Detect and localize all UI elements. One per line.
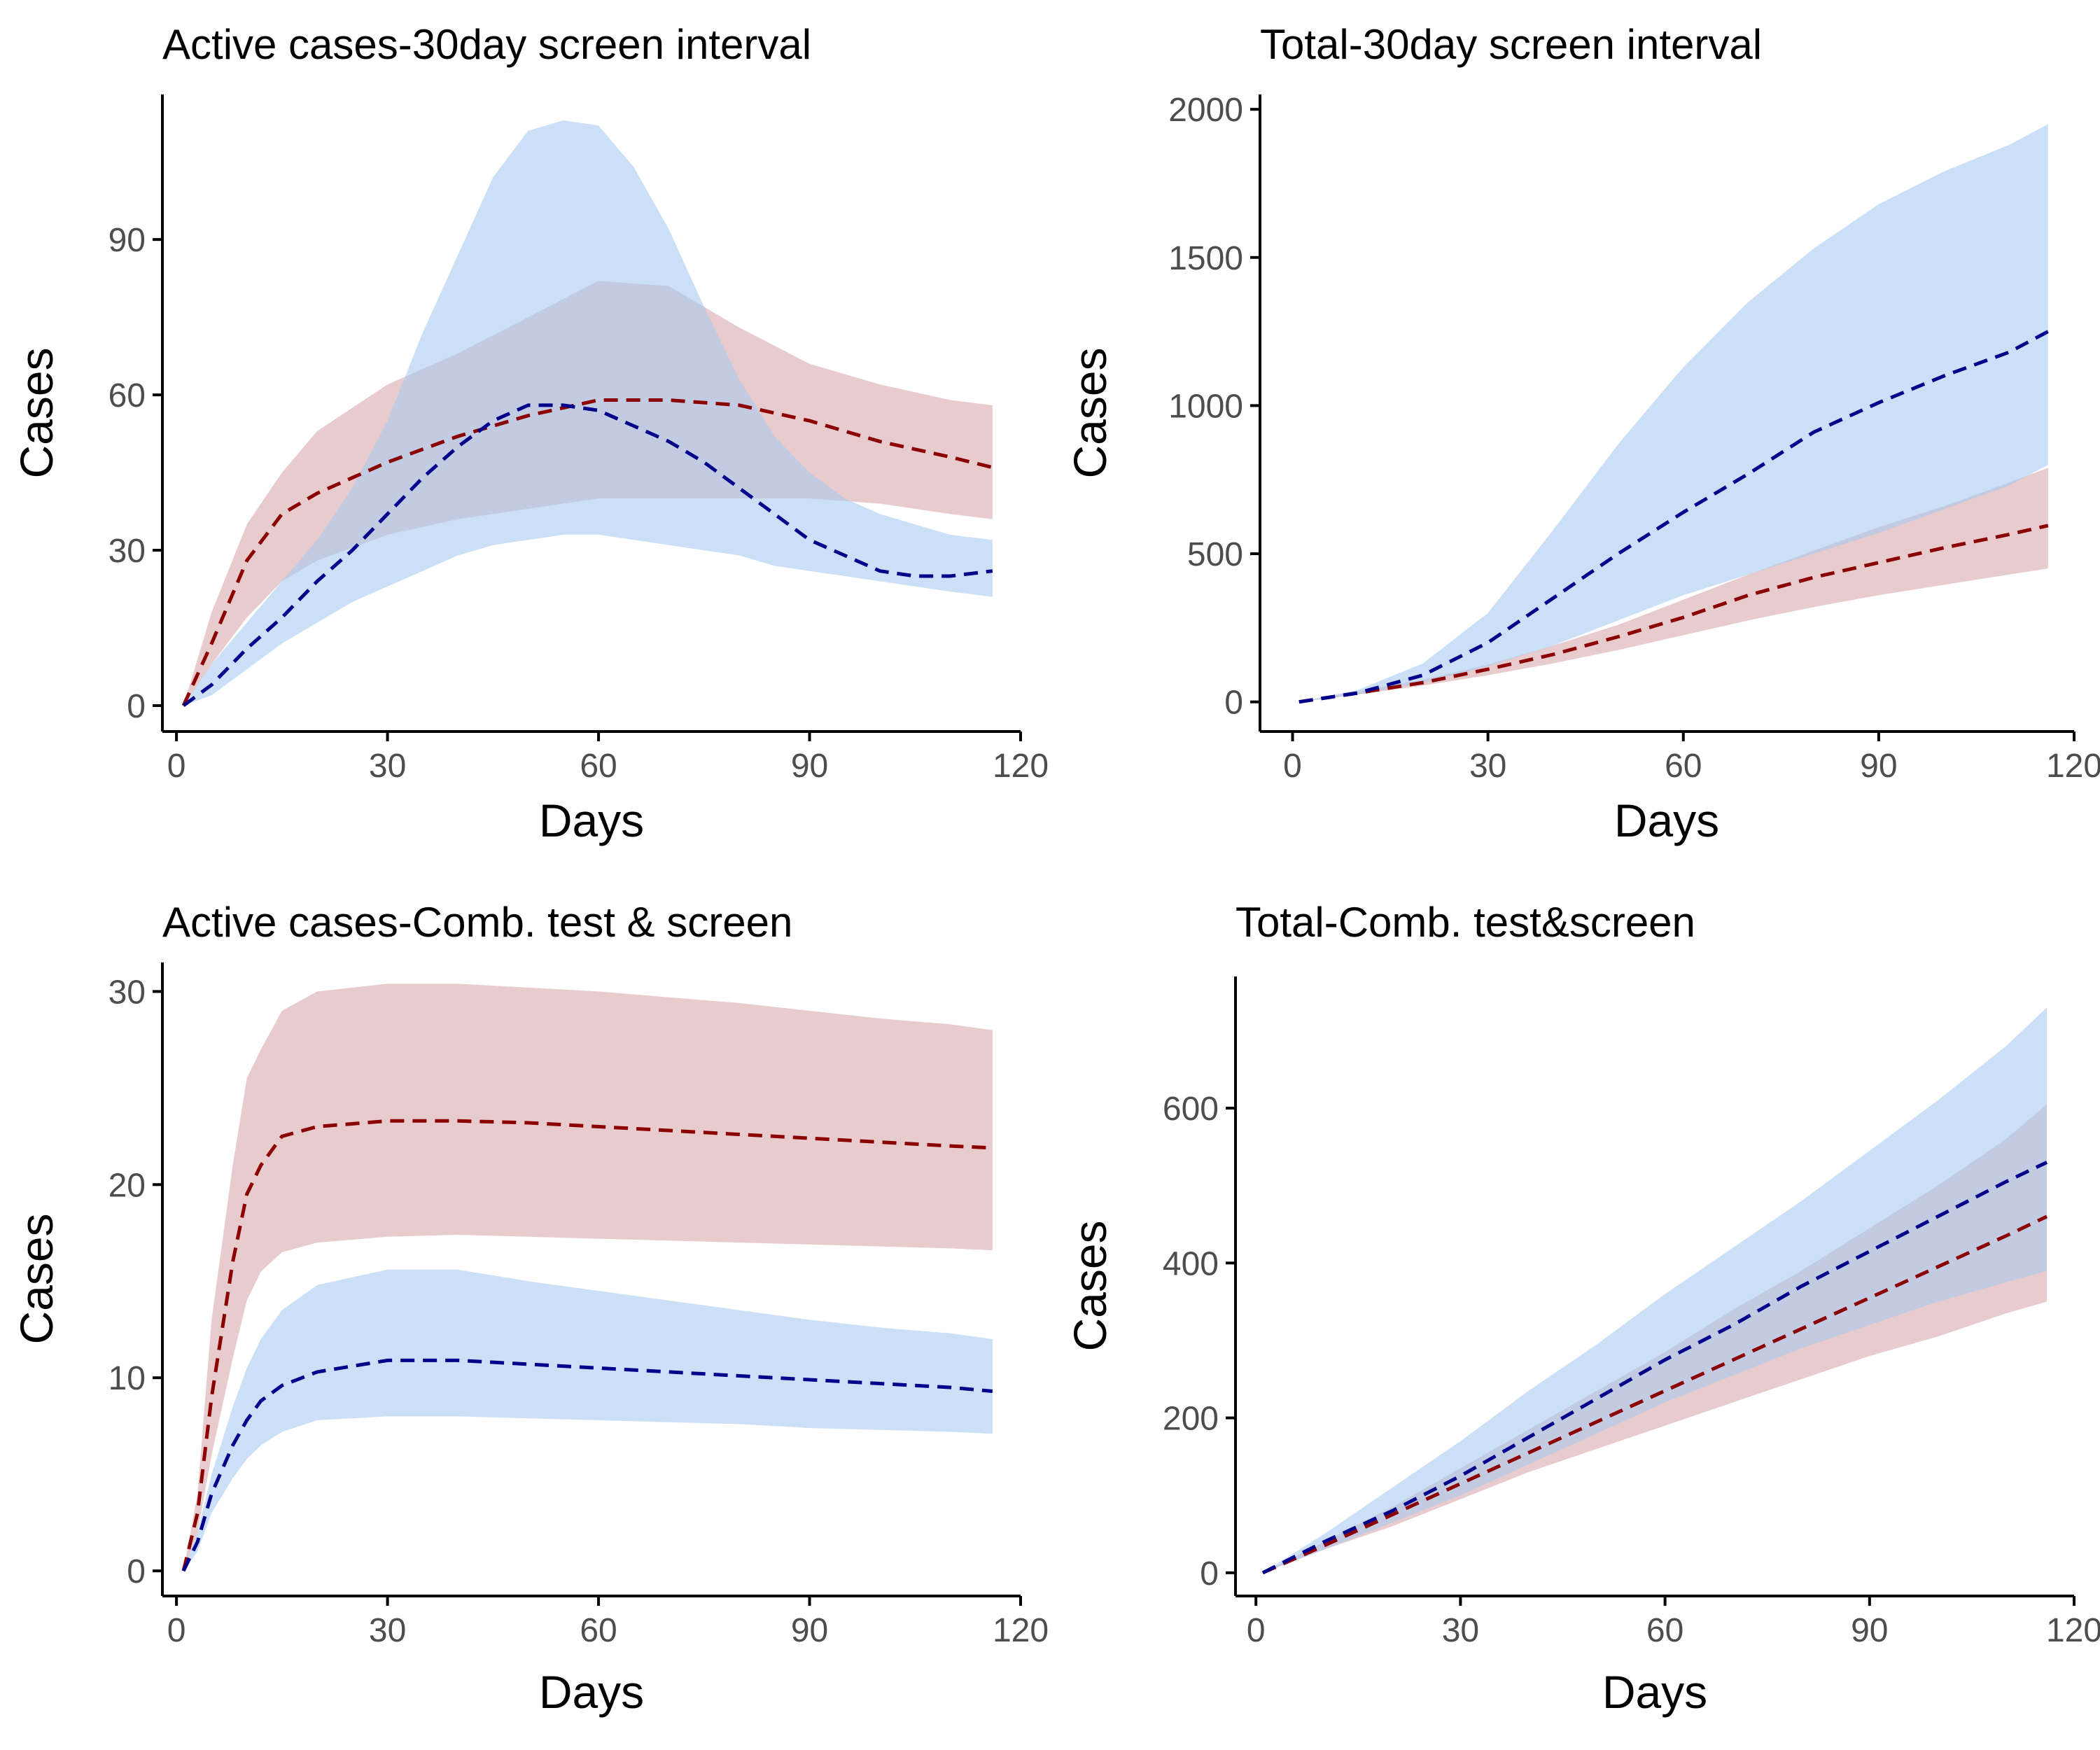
panel-total-comb: Total-Comb. test&screen 0 30 60 90 120 0 200 400… [1064, 899, 2100, 1718]
x-tick-label: 0 [167, 748, 186, 785]
x-tick-label: 60 [1665, 748, 1702, 785]
y-tick-label: 2000 [1168, 92, 1243, 129]
blue-mean-line [1298, 330, 2049, 704]
red-mean-line [1261, 1214, 2048, 1575]
x-axis-title: Days [539, 794, 644, 846]
x-tick-label: 60 [1646, 1612, 1684, 1649]
x-tick-label: 90 [1851, 1612, 1888, 1649]
x-tick-label: 30 [369, 1612, 406, 1649]
panel-active-30day: Active cases-30day screen interval 0 30 60 9… [10, 21, 1049, 846]
red-mean-line [1298, 524, 2049, 704]
y-tick-label: 30 [108, 533, 146, 570]
x-tick-label: 120 [993, 1612, 1049, 1649]
panel-active-comb: Active cases-Comb. test & screen 0 30 60 90 1… [10, 899, 1049, 1718]
y-tick-label: 0 [127, 1553, 146, 1590]
y-tick-label: 0 [1200, 1555, 1219, 1592]
chart-title: Total-Comb. test&screen [1236, 899, 1695, 946]
y-axis-title: Cases [1064, 1220, 1116, 1351]
x-tick-label: 30 [1469, 748, 1506, 785]
y-axis-title: Cases [10, 347, 62, 478]
chart-title: Total-30day screen interval [1260, 21, 1762, 68]
x-tick-label: 0 [1247, 1612, 1266, 1649]
y-tick-label: 400 [1163, 1245, 1219, 1282]
blue-confidence-band [1263, 1007, 2047, 1573]
x-tick-label: 90 [791, 748, 828, 785]
x-tick-label: 30 [369, 748, 406, 785]
x-tick-label: 90 [791, 1612, 828, 1649]
x-tick-label: 60 [580, 1612, 617, 1649]
red-mean-line [181, 398, 993, 707]
red-confidence-band [1298, 468, 2048, 702]
x-axis-title: Days [1614, 794, 1719, 846]
x-tick-label: 120 [2046, 748, 2100, 785]
chart-title: Active cases-30day screen interval [162, 21, 811, 68]
x-tick-label: 30 [1442, 1612, 1479, 1649]
x-tick-label: 120 [2046, 1612, 2100, 1649]
y-tick-label: 0 [1224, 685, 1243, 722]
x-axis-title: Days [1602, 1666, 1707, 1718]
x-axis-title: Days [539, 1666, 644, 1718]
panel-total-30day: Total-30day screen interval 0 30 60 90 120 0 50… [1064, 21, 2100, 846]
x-tick-label: 90 [1860, 748, 1897, 785]
blue-confidence-band [183, 1269, 993, 1572]
y-tick-label: 600 [1163, 1091, 1219, 1128]
y-axis-title: Cases [1064, 347, 1116, 478]
blue-confidence-band [183, 120, 993, 706]
red-confidence-band [1263, 1104, 2047, 1573]
y-tick-label: 20 [108, 1167, 146, 1204]
y-tick-label: 500 [1187, 536, 1243, 573]
y-tick-label: 10 [108, 1360, 146, 1397]
blue-mean-line [1261, 1161, 2048, 1575]
y-tick-label: 1000 [1168, 388, 1243, 425]
y-axis-title: Cases [10, 1213, 62, 1344]
red-mean-line [181, 1119, 993, 1572]
y-tick-label: 1500 [1168, 240, 1243, 277]
y-tick-label: 30 [108, 974, 146, 1011]
x-tick-label: 60 [580, 748, 617, 785]
x-tick-label: 0 [167, 1612, 186, 1649]
red-confidence-band [183, 983, 993, 1572]
y-tick-label: 200 [1163, 1401, 1219, 1438]
y-tick-label: 90 [108, 222, 146, 259]
chart-title: Active cases-Comb. test & screen [162, 899, 792, 946]
blue-confidence-band [1298, 124, 2048, 702]
y-tick-label: 0 [127, 688, 146, 725]
y-tick-label: 60 [108, 377, 146, 414]
x-tick-label: 120 [993, 748, 1049, 785]
x-tick-label: 0 [1283, 748, 1302, 785]
